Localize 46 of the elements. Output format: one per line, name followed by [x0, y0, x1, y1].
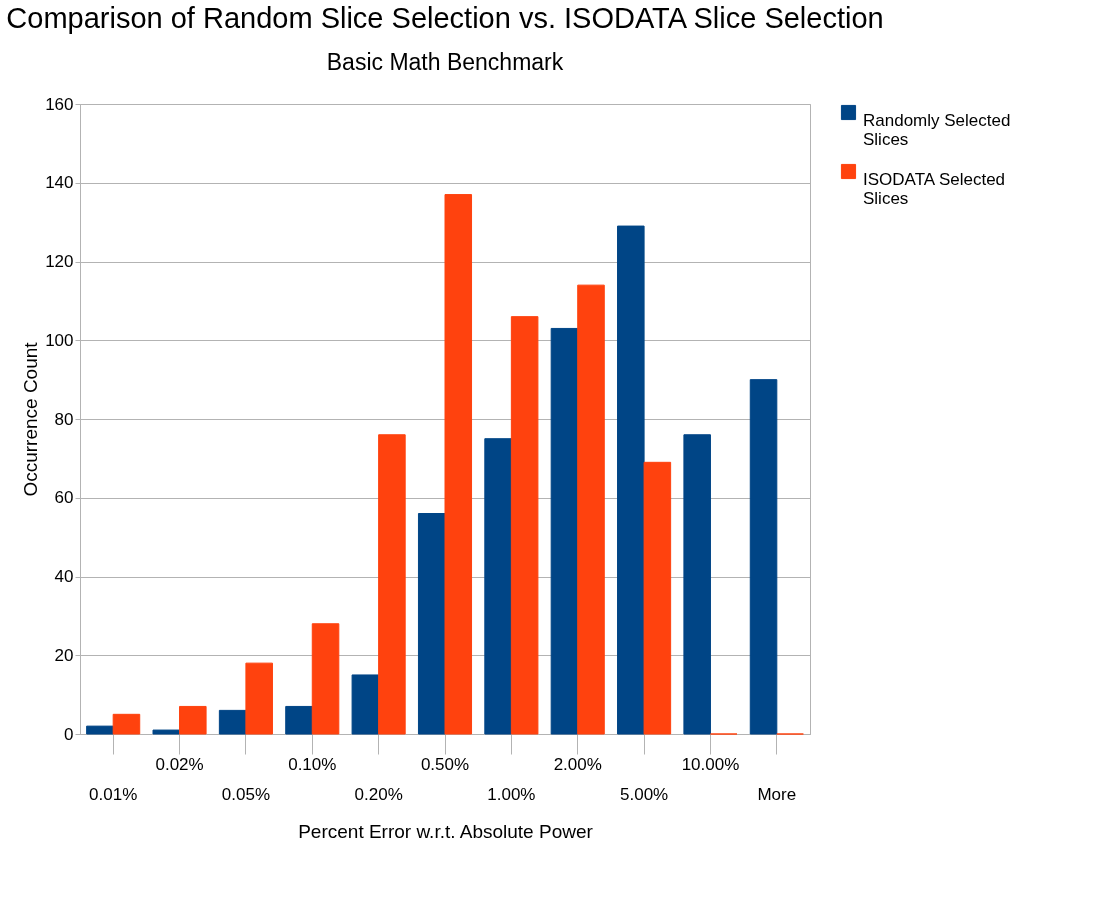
x-tick-label: 2.00% [553, 754, 602, 774]
legend-label: Randomly Selected Slices [863, 110, 1011, 149]
chart-subtitle: Basic Math Benchmark [326, 49, 564, 75]
bar [484, 438, 512, 735]
x-tick-label: 0.02% [155, 754, 204, 774]
x-tick-label: 0.01% [89, 784, 138, 804]
bar [152, 729, 181, 735]
bar [218, 709, 247, 735]
y-tick-label: 80 [54, 409, 74, 429]
x-tick-label: 0.10% [288, 754, 337, 774]
bar [351, 674, 380, 735]
y-tick-label: 120 [45, 252, 74, 271]
bar [378, 434, 406, 735]
bar [311, 623, 340, 735]
y-tick-label: 160 [45, 94, 74, 114]
y-axis-title: Occurrence Count [20, 341, 42, 497]
bar [617, 225, 645, 735]
x-tick-label: More [757, 784, 797, 804]
x-tick-label: 0.20% [354, 784, 403, 804]
bar [444, 194, 473, 735]
x-axis-title: Percent Error w.r.t. Absolute Power [298, 820, 594, 842]
bar [749, 379, 778, 735]
bar [577, 284, 605, 735]
chart-title: Comparison of Random Slice Selection vs. ISODATA Slice Selection [6, 2, 884, 34]
y-tick-label: 60 [54, 488, 74, 508]
bar [285, 705, 313, 735]
y-tick-label: 140 [45, 173, 74, 193]
y-tick-label: 0 [64, 724, 74, 744]
bar [550, 327, 579, 735]
bar [417, 513, 446, 735]
y-tick-label: 40 [54, 567, 74, 586]
bar [86, 725, 114, 735]
x-tick-label: 0.50% [420, 754, 470, 774]
x-tick-label: 5.00% [619, 784, 669, 804]
bar [643, 461, 672, 735]
bar [179, 705, 207, 735]
x-tick-label: 10.00% [681, 754, 740, 774]
bar [510, 316, 539, 735]
bar [245, 662, 273, 735]
y-tick-label: 20 [54, 645, 74, 665]
bar [112, 713, 141, 735]
x-tick-label: 1.00% [487, 784, 536, 804]
y-tick-label: 100 [45, 330, 74, 350]
x-tick-label: 0.05% [221, 784, 271, 804]
bar [683, 434, 711, 735]
legend-label: ISODATA Selected Slices [863, 169, 1006, 208]
